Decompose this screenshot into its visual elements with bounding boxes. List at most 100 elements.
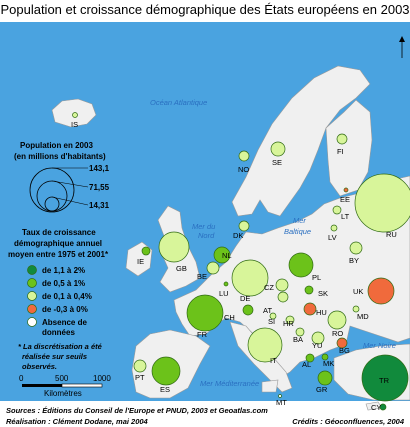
black-sea-label: Mer Noire xyxy=(363,341,396,350)
bubble-ES[interactable] xyxy=(151,356,181,386)
code-SK: SK xyxy=(318,289,328,298)
code-ES: ES xyxy=(160,385,170,394)
bubble-LV[interactable] xyxy=(330,224,338,232)
bubble-EE[interactable] xyxy=(343,187,349,193)
code-NO: NO xyxy=(238,165,249,174)
bubble-HR[interactable] xyxy=(285,315,295,325)
note-line-3: observés. xyxy=(22,362,57,371)
baltic-label-1: Mer xyxy=(293,216,306,225)
growth-class-3-swatch xyxy=(27,291,37,301)
code-YU: YU xyxy=(312,341,322,350)
north-arrow-icon xyxy=(399,36,405,58)
bubble-BG[interactable] xyxy=(336,337,348,349)
bubble-CH[interactable] xyxy=(242,304,254,316)
bubble-CZ[interactable] xyxy=(275,278,289,292)
bubble-GR[interactable] xyxy=(317,370,333,386)
growth-class-2-label: de 0,5 à 1% xyxy=(42,279,85,288)
code-RU: RU xyxy=(386,230,397,239)
bubble-SI[interactable] xyxy=(269,312,277,320)
growth-class-2-swatch xyxy=(27,278,37,288)
growth-class-1-label: de 1,1 à 2% xyxy=(42,266,85,275)
bubble-MK[interactable] xyxy=(321,353,329,361)
note-line-1: * La discrétisation a été xyxy=(18,342,102,351)
med-label: Mer Méditerranée xyxy=(200,379,259,388)
bubble-UK[interactable] xyxy=(367,277,395,305)
bubble-GB[interactable] xyxy=(158,231,190,263)
growth-legend-items xyxy=(27,265,37,327)
bubble-FR[interactable] xyxy=(186,294,224,332)
bubble-RU[interactable] xyxy=(354,173,410,233)
atlantic-label: Océan Atlantique xyxy=(150,98,207,107)
growth-legend-title-1: Taux de croissance xyxy=(22,228,96,237)
land-finland xyxy=(325,99,373,197)
bubble-NO[interactable] xyxy=(238,150,250,162)
code-SI: SI xyxy=(268,317,275,326)
bubble-SK[interactable] xyxy=(304,285,314,295)
code-DE: DE xyxy=(240,294,250,303)
note-line-2: réalisée sur seuils xyxy=(22,352,87,361)
bubble-NL[interactable] xyxy=(213,246,231,264)
north-sea-label-2: Nord xyxy=(198,231,215,240)
bubble-BY[interactable] xyxy=(349,241,363,255)
code-FR: FR xyxy=(197,330,208,339)
bubble-MT[interactable] xyxy=(278,394,282,398)
bubble-AL[interactable] xyxy=(305,353,315,363)
code-MT: MT xyxy=(276,398,287,407)
growth-class-3-label: de 0,1 à 0,4% xyxy=(42,292,92,301)
scale-unit: Kilomètres xyxy=(44,389,82,398)
bubble-AT[interactable] xyxy=(277,291,289,303)
bubble-PL[interactable] xyxy=(288,252,314,278)
code-DK: DK xyxy=(233,231,243,240)
bubble-MD[interactable] xyxy=(352,305,360,313)
bubble-RO[interactable] xyxy=(327,310,347,330)
north-arrow-head xyxy=(399,36,405,42)
pop-legend-value-2: 71,55 xyxy=(89,183,110,192)
land-continent xyxy=(173,175,410,379)
bubble-DE[interactable] xyxy=(231,259,269,297)
country-codes: IS NO SE FI EE LT LV RU DK IE GB NL BE L… xyxy=(71,120,397,412)
growth-class-4-swatch xyxy=(27,304,37,314)
code-CZ: CZ xyxy=(264,283,274,292)
bubble-HU[interactable] xyxy=(303,302,317,316)
code-BA: BA xyxy=(293,335,303,344)
bubble-YU[interactable] xyxy=(311,331,325,345)
bubble-DK[interactable] xyxy=(238,220,250,232)
legend-panel xyxy=(2,128,122,400)
code-BY: BY xyxy=(349,256,359,265)
pop-legend-title-1: Population en 2003 xyxy=(20,141,93,150)
code-PT: PT xyxy=(135,373,145,382)
bubble-PT[interactable] xyxy=(133,359,147,373)
land-scandinavia xyxy=(231,65,371,217)
scale-bar-left xyxy=(22,384,62,387)
bubble-IS[interactable] xyxy=(72,112,78,118)
code-BE: BE xyxy=(197,272,207,281)
bubble-IT[interactable] xyxy=(247,327,283,363)
footer-credits: Crédits : Géoconfluences, 2004 xyxy=(292,417,405,426)
bubble-IE[interactable] xyxy=(141,246,151,256)
bubble-FI[interactable] xyxy=(336,133,348,145)
code-GR: GR xyxy=(316,385,328,394)
code-IT: IT xyxy=(270,356,277,365)
scale-tick-500: 500 xyxy=(55,374,69,383)
bubble-TR[interactable] xyxy=(361,354,409,402)
pop-legend-value-1: 143,1 xyxy=(89,164,110,173)
code-SE: SE xyxy=(272,158,282,167)
bubble-LT[interactable] xyxy=(332,205,342,215)
bubble-SE[interactable] xyxy=(270,141,286,157)
baltic-label-2: Baltique xyxy=(284,227,311,236)
code-CY: CY xyxy=(371,403,381,412)
code-EE: EE xyxy=(340,195,350,204)
page-title: Population et croissance démographique d… xyxy=(0,2,409,17)
bubble-LU[interactable] xyxy=(223,281,229,287)
bubble-BE[interactable] xyxy=(206,261,220,275)
code-IS: IS xyxy=(71,120,78,129)
pop-legend-circles xyxy=(29,167,89,213)
bubble-CY[interactable] xyxy=(379,403,387,411)
bubble-BA[interactable] xyxy=(295,327,305,337)
growth-class-5-swatch xyxy=(27,317,37,327)
code-RO: RO xyxy=(332,329,343,338)
growth-legend-title-3: moyen entre 1975 et 2001* xyxy=(8,250,109,259)
growth-class-1-swatch xyxy=(27,265,37,275)
